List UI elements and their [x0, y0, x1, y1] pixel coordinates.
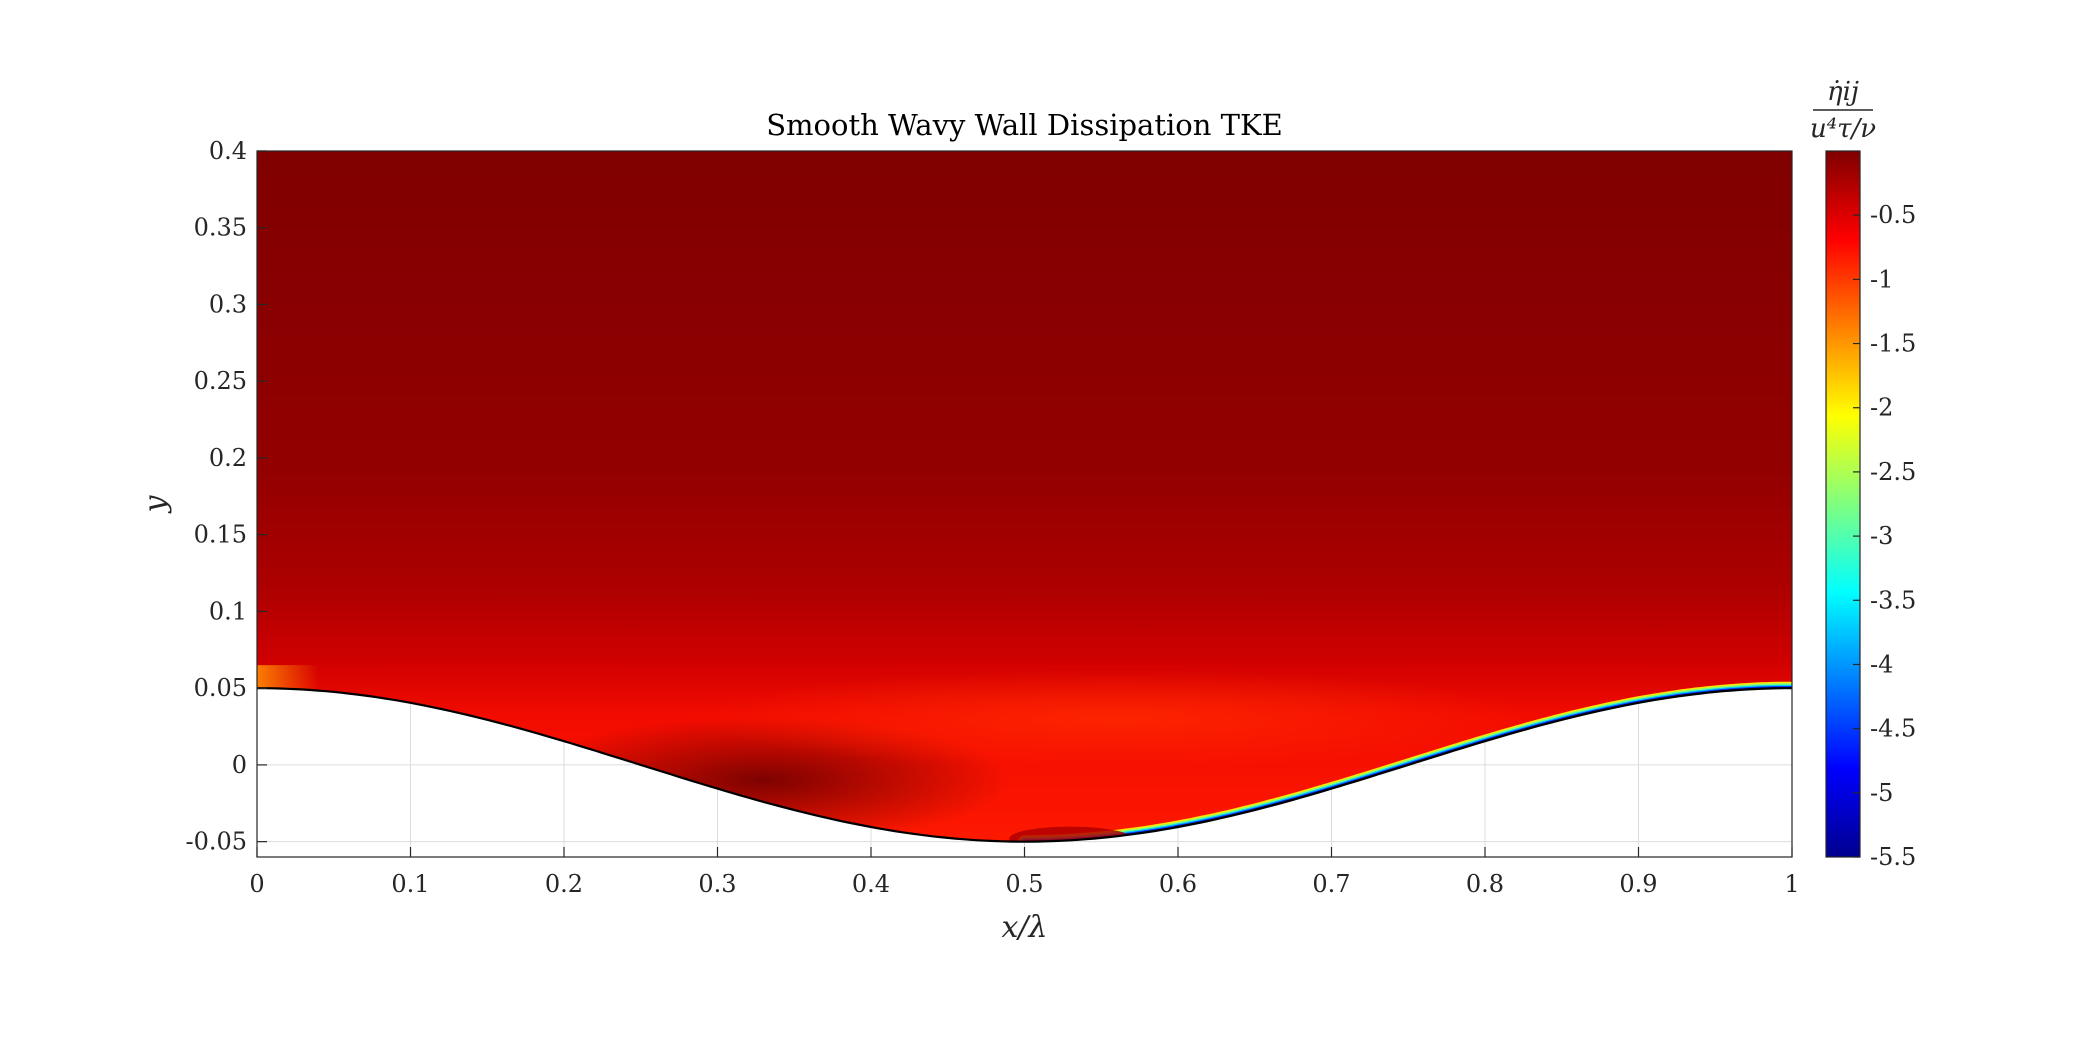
x-axis-label: x/λ — [1001, 910, 1047, 945]
colorbar-tick-label: -5.5 — [1870, 843, 1916, 871]
y-tick-label: 0.2 — [209, 444, 247, 472]
y-tick-label: 0.1 — [209, 597, 247, 625]
x-tick-label: 0.2 — [545, 870, 583, 898]
colorbar-tick-label: -0.5 — [1870, 201, 1916, 229]
colorbar-tick-label: -4 — [1870, 650, 1893, 678]
y-tick-label: 0.35 — [194, 214, 247, 242]
y-tick-label: 0.05 — [194, 674, 247, 702]
chart-title: Smooth Wavy Wall Dissipation TKE — [766, 108, 1283, 142]
colorbar-scale — [1825, 150, 1861, 858]
colorbar-label-numerator: η̇ij — [1827, 77, 1859, 107]
x-tick-label: 0.7 — [1312, 870, 1350, 898]
colorbar-tick-label: -5 — [1870, 779, 1893, 807]
colorbar: -0.5 -1 -1.5 -2 -2.5 -3 -3.5 -4 -4.5 -5 -5.5 — [1825, 150, 1916, 871]
x-tick-label: 0.3 — [698, 870, 736, 898]
colorbar-tick-label: -4.5 — [1870, 715, 1916, 743]
colorbar-tick-label: -3.5 — [1870, 586, 1916, 614]
x-tick-label: 1 — [1784, 870, 1799, 898]
colorbar-tick-label: -2 — [1870, 394, 1893, 422]
x-tick-label: 0.9 — [1619, 870, 1657, 898]
y-tick-label: 0.15 — [194, 521, 247, 549]
y-tick-label: -0.05 — [185, 828, 247, 856]
y-tick-label: 0 — [232, 751, 247, 779]
colorbar-tick-label: -1.5 — [1870, 330, 1916, 358]
y-tick-label: 0.4 — [209, 137, 247, 165]
x-tick-label: 0.8 — [1466, 870, 1504, 898]
x-tick-label: 0.6 — [1159, 870, 1197, 898]
near-wall-band — [686, 669, 1547, 769]
x-tick-label: 0 — [249, 870, 264, 898]
x-tick-label: 0.4 — [852, 870, 890, 898]
y-axis-label: y — [138, 494, 173, 514]
y-tick-label: 0.25 — [194, 367, 247, 395]
colorbar-tick-label: -2.5 — [1870, 458, 1916, 486]
y-tick-label: 0.3 — [209, 290, 247, 318]
wall-profile-line — [257, 687, 1792, 843]
trough-blend — [1009, 826, 1132, 842]
x-tick-label: 0.1 — [391, 870, 429, 898]
colorbar-tick-label: -1 — [1870, 265, 1893, 293]
colorbar-label-denominator: u⁴τ/ν — [1810, 114, 1876, 144]
colorbar-tick-label: -3 — [1870, 522, 1893, 550]
plot-area: 0 0.1 0.2 0.3 0.4 0.5 0.6 0.7 0.8 0.9 1-0.0500.050… — [185, 137, 1799, 898]
x-tick-label: 0.5 — [1005, 870, 1043, 898]
x-axis-ticks: 0 0.1 0.2 0.3 0.4 0.5 0.6 0.7 0.8 0.9 1 — [249, 847, 1800, 898]
y-axis-ticks: -0.05 0 0.05 0.1 0.15 0.2 0.25 0.3 0.35 0.4 — [185, 137, 267, 856]
